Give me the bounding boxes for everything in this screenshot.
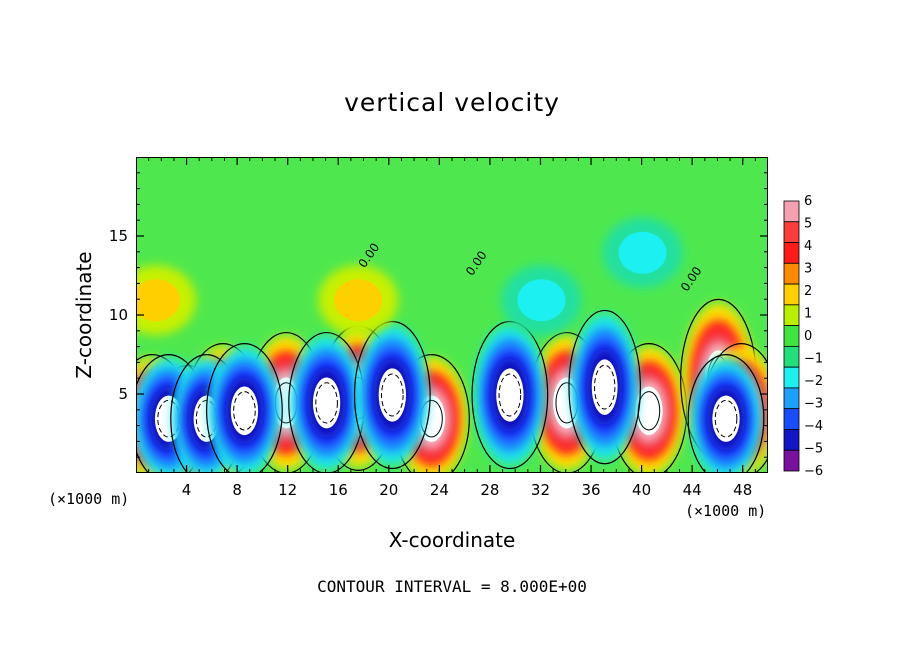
x-tick-label: 28	[480, 481, 499, 499]
plot-area: 0.00 0.00 0.00	[136, 157, 768, 473]
field-band	[618, 231, 667, 274]
colorbar-swatch	[783, 387, 800, 410]
colorbar-swatch	[783, 221, 800, 243]
colorbar-tick-label: −1	[804, 352, 823, 367]
colorbar-tick-label: 6	[804, 194, 812, 209]
inner-contour	[315, 382, 338, 424]
field-feature-downdraft	[568, 309, 641, 465]
x-tick-label: 4	[182, 481, 192, 499]
inner-contour	[233, 391, 256, 431]
zero-contour	[687, 354, 765, 472]
field-band	[312, 377, 341, 429]
field-feature-downdraft	[288, 331, 365, 472]
field-feature-downdraft	[471, 320, 549, 470]
y-tick-label: 10	[109, 306, 128, 324]
x-unit-label-right: (×1000 m)	[685, 502, 767, 520]
field-band	[496, 368, 524, 422]
field-band	[635, 386, 663, 436]
colorbar-tick-label: 2	[804, 284, 812, 299]
zero-contour	[568, 309, 641, 465]
colorbar-swatch	[783, 429, 800, 451]
inner-contour	[593, 364, 616, 410]
colorbar-tick-label: −3	[804, 397, 823, 412]
y-tick-label: 5	[118, 385, 128, 403]
colorbar-swatch	[783, 325, 800, 347]
zero-contour	[206, 343, 283, 472]
field-band	[712, 395, 740, 442]
field-feature-downdraft	[206, 343, 283, 472]
x-tick-label: 20	[379, 481, 398, 499]
colorbar-swatch	[783, 345, 800, 368]
x-tick-label: 48	[733, 481, 752, 499]
field-feature-downdraft	[687, 354, 765, 472]
chart-title: vertical velocity	[344, 88, 560, 117]
colorbar-swatch	[783, 242, 800, 264]
field-band	[334, 279, 383, 322]
colorbar-swatch	[783, 408, 800, 430]
field-feature-downdraft	[353, 320, 431, 470]
field-feature-weak_negative	[602, 217, 683, 288]
inner-contour	[714, 399, 738, 438]
colorbar-tick-label: 5	[804, 217, 812, 232]
x-tick-label: 16	[329, 481, 348, 499]
field-band	[230, 386, 259, 436]
y-axis-label: Z-coordinate	[72, 251, 96, 379]
colorbar-tick-label: 3	[804, 262, 812, 277]
inner-contour	[637, 391, 661, 431]
field-feature-weak_positive	[318, 265, 399, 336]
colorbar-tick-label: −5	[804, 442, 823, 457]
colorbar-tick-label: −6	[804, 464, 823, 479]
colorbar-tick-label: −4	[804, 419, 823, 434]
colorbar-tick-label: −2	[804, 374, 823, 389]
zero-contour	[353, 320, 431, 470]
x-tick-label: 24	[430, 481, 449, 499]
x-tick-label: 8	[232, 481, 242, 499]
x-tick-label: 32	[531, 481, 550, 499]
field-feature-weak_negative	[501, 265, 582, 336]
x-tick-label: 36	[581, 481, 600, 499]
colorbar-swatch	[783, 449, 800, 472]
inner-contour	[381, 373, 404, 417]
heatmap-field: 0.000.000.00	[137, 158, 767, 472]
field-band	[517, 279, 566, 322]
colorbar-tick-label: 4	[804, 239, 812, 254]
x-tick-label: 44	[683, 481, 702, 499]
y-tick-label: 15	[109, 227, 128, 245]
inner-contour	[498, 373, 522, 417]
contour-interval-note: CONTOUR INTERVAL = 8.000E+00	[317, 577, 587, 596]
field-band	[137, 279, 180, 322]
colorbar-tick-label: 0	[804, 329, 812, 344]
x-unit-label-left: (×1000 m)	[48, 490, 130, 508]
colorbar-swatch	[783, 200, 800, 223]
colorbar-swatch	[783, 366, 800, 389]
field-band	[378, 368, 407, 422]
colorbar-tick-label: 1	[804, 307, 812, 322]
colorbar-swatch	[783, 304, 800, 327]
colorbar-swatch	[783, 283, 800, 306]
field-feature-weak_positive	[137, 265, 196, 336]
colorbar-swatch	[783, 262, 800, 285]
x-axis-label: X-coordinate	[388, 528, 516, 552]
x-tick-label: 40	[632, 481, 651, 499]
x-tick-label: 12	[278, 481, 297, 499]
field-band	[591, 359, 618, 415]
